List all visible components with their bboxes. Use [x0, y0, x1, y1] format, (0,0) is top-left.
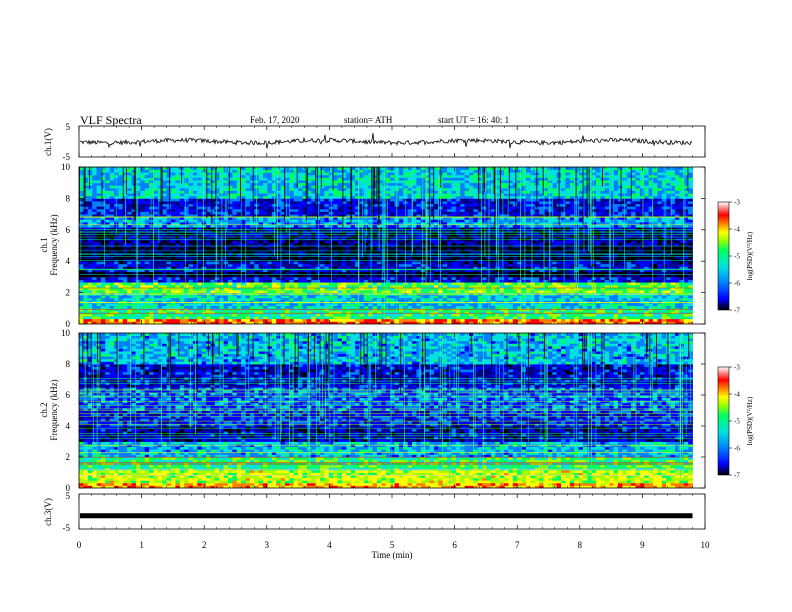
time-tick-label: 10: [701, 540, 711, 550]
ch1-colorbar-tick-label: -6: [734, 280, 740, 288]
ch2-spectrogram-ylabel-channel: ch.2: [39, 402, 49, 417]
ch3-ytick-top: 5: [66, 491, 71, 501]
figure-title: VLF Spectra: [80, 113, 142, 127]
time-tick-label: 3: [265, 540, 270, 550]
ch1-spectrogram-ytick-label: 2: [66, 288, 71, 298]
ch2-spectrogram-ylabel-frequency: Frequency (kHz): [49, 379, 59, 440]
ch2-colorbar-tick-label: -3: [734, 364, 740, 372]
ch1-spectrogram-image: [79, 167, 693, 324]
time-tick-label: 2: [202, 540, 207, 550]
ch1-colorbar-tick-label: -4: [734, 226, 740, 234]
ch3-waveform-panel: 5 -5 ch.3(V): [43, 491, 706, 533]
ch2-colorbar-tick-label: -4: [734, 391, 740, 399]
ch1-waveform-frame: [78, 125, 706, 158]
ch2-spectrogram-ytick-label: 2: [66, 452, 71, 462]
ch3-waveform-ylabel: ch.3(V): [43, 498, 53, 526]
ch3-ytick-bottom: -5: [63, 523, 71, 533]
station-label: station= ATH: [344, 115, 393, 125]
ch2-spectrogram-ytick-label: 4: [66, 421, 71, 431]
ch1-spectrogram-ytick-label: 0: [66, 319, 71, 329]
time-tick-label: 6: [452, 540, 457, 550]
time-axis-label: Time (min): [372, 550, 413, 560]
ch2-colorbar-ticks: -3 -4 -5 -6 -7: [729, 364, 740, 480]
ch1-ytick-top: 5: [66, 122, 71, 132]
ch1-spectrogram-ytick-label: 8: [66, 193, 71, 203]
time-tick-label: 4: [327, 540, 332, 550]
start-time-label: start UT = 16: 40: 1: [438, 115, 509, 125]
ch2-colorbar-tick-label: -5: [734, 418, 740, 426]
ch1-colorbar-gradient: [717, 201, 730, 311]
ch2-spectrogram-ytick-label: 10: [61, 328, 71, 338]
ch2-spectrogram-ytick-label: 6: [66, 390, 71, 400]
ch1-colorbar: -3 -4 -5 -6 -7 log(PSD)(V²/Hz): [717, 199, 754, 315]
ch2-colorbar-tick-label: -6: [734, 445, 740, 453]
ch2-colorbar-label: log(PSD)(V²/Hz): [746, 396, 754, 445]
ch1-spectrogram-ylabel-frequency: Frequency (kHz): [49, 214, 59, 275]
time-axis-ticks: 0 1 2 3 4 5 6 7 8 9 10: [77, 126, 710, 550]
time-tick-label: 8: [578, 540, 583, 550]
ch1-colorbar-ticks: -3 -4 -5 -6 -7: [729, 199, 740, 315]
ch2-spectrogram-yticks: 0 2 4 6 8 10: [61, 328, 705, 493]
ch1-spectrogram-panel: 0 2 4 6 8 10 ch.1 Frequency (kHz): [39, 162, 706, 329]
date-label: Feb. 17, 2020: [250, 115, 300, 125]
ch1-spectrogram-ytick-label: 4: [66, 256, 71, 266]
ch1-ytick-bottom: -5: [63, 152, 71, 162]
ch1-spectrogram-yticks: 0 2 4 6 8 10: [61, 162, 705, 329]
time-tick-label: 9: [640, 540, 645, 550]
ch2-spectrogram-ytick-label: 0: [66, 483, 71, 493]
ch2-spectrogram-panel: 0 2 4 6 8 10 ch.2 Frequency (kHz): [39, 328, 706, 493]
ch1-spectrogram-ytick-label: 6: [66, 225, 71, 235]
time-tick-label: 5: [390, 540, 395, 550]
time-tick-label: 7: [515, 540, 520, 550]
time-tick-label: 0: [77, 540, 82, 550]
ch1-colorbar-tick-label: -5: [734, 253, 740, 261]
ch2-colorbar: -3 -4 -5 -6 -7 log(PSD)(V²/Hz): [717, 364, 754, 480]
ch1-spectrogram-ytick-label: 10: [61, 162, 71, 172]
time-tick-label: 1: [139, 540, 144, 550]
ch1-colorbar-label: log(PSD)(V²/Hz): [746, 231, 754, 280]
ch2-spectrogram-ytick-label: 8: [66, 359, 71, 369]
ch1-colorbar-tick-label: -3: [734, 199, 740, 207]
ch3-waveform-frame: [78, 493, 706, 530]
ch1-colorbar-tick-label: -7: [734, 307, 740, 315]
ch2-colorbar-tick-label: -7: [734, 472, 740, 480]
ch2-spectrogram-image: [79, 333, 693, 488]
ch1-spectrogram-ylabel-channel: ch.1: [39, 237, 49, 252]
ch1-waveform-ylabel: ch.1(V): [43, 128, 53, 156]
ch1-waveform-panel: 5 -5 ch.1(V): [43, 122, 706, 162]
ch-waveform-trace: [79, 133, 693, 149]
ch1-waveform-line: [79, 133, 693, 149]
ch2-colorbar-gradient: [717, 366, 730, 476]
